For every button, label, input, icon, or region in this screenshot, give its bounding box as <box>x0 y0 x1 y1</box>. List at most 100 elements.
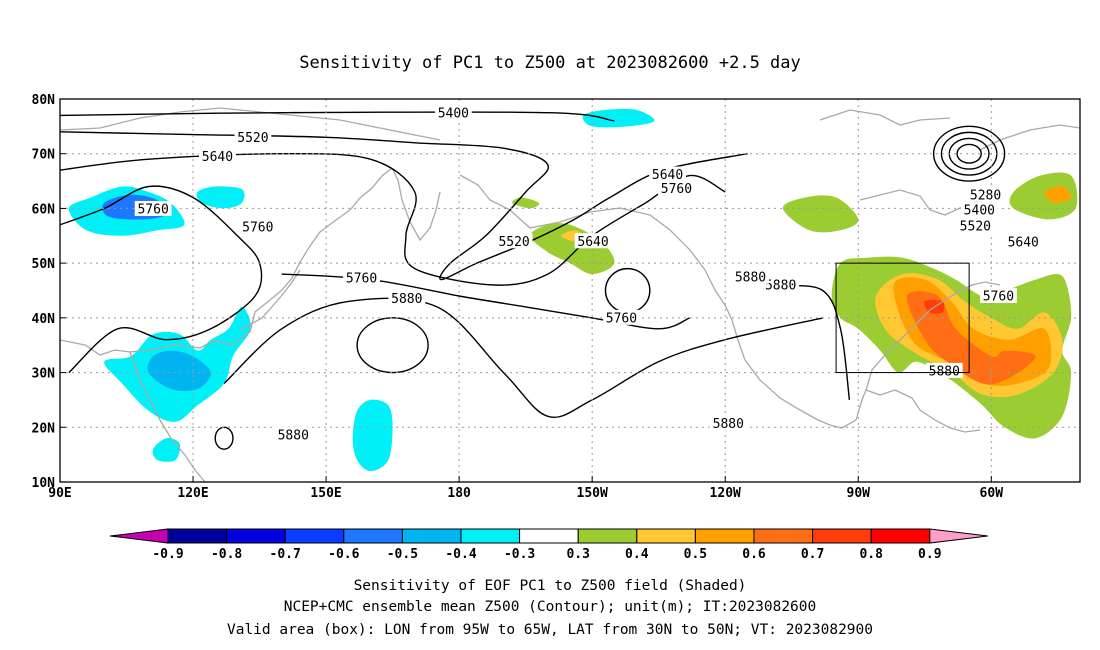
contour-label-extra-6-bg <box>732 268 769 284</box>
contour-label-extra-1-bg <box>495 233 533 249</box>
coastline-east-asia <box>60 167 393 356</box>
closed-contour-5880-3 <box>214 426 234 450</box>
y-tick-label-2: 30N <box>32 367 56 382</box>
coastline-arctic-asia <box>60 107 441 141</box>
colorbar-segment-10 <box>753 528 814 544</box>
chart-title: Sensitivity of PC1 to Z500 at 2023082600… <box>299 53 801 73</box>
contour-label-extra-9: 5280 <box>970 188 1001 203</box>
colorbar-label-11: 0.7 <box>801 547 824 562</box>
colorbar-segment-0 <box>167 528 228 544</box>
colorbar-label-5: -0.4 <box>445 547 476 562</box>
x-tick-label-6: 90W <box>847 486 871 501</box>
contour-label-6-bg <box>762 277 800 293</box>
colorbar-label-3: -0.6 <box>328 547 359 562</box>
closed-contour-5280-0 <box>932 125 1006 182</box>
colorbar-segment-3 <box>343 528 403 544</box>
contour-label-1: 5520 <box>237 131 268 146</box>
colorbar-segment-7 <box>577 528 638 544</box>
contour-label-5: 5880 <box>391 292 422 307</box>
sensitivity-region-7 <box>582 108 655 128</box>
contour-label-2-bg <box>199 148 236 164</box>
contour-label-extra-0-bg <box>239 219 277 235</box>
y-tick-label-7: 80N <box>32 93 56 108</box>
contour-label-0-bg <box>434 105 472 121</box>
coastline-arctic-islands <box>819 109 951 126</box>
x-tick-label-3: 180 <box>447 486 471 501</box>
contour-label-extra-5: 5760 <box>661 182 692 197</box>
colorbar-segment-8 <box>636 528 696 544</box>
contour-label-extra-2-bg <box>574 233 612 249</box>
contour-label-extra-9-bg <box>967 186 1004 202</box>
contour-label-extra-7: 5880 <box>713 417 744 432</box>
colorbar-label-1: -0.8 <box>211 547 242 562</box>
contour-label-extra-13-bg <box>980 287 1017 303</box>
contour-label-extra-12: 5640 <box>1008 235 1039 250</box>
contour-label-extra-6: 5880 <box>735 270 766 285</box>
contour-5520-1 <box>60 131 748 281</box>
colorbar-segment-5 <box>460 528 521 544</box>
contour-label-extra-8-bg <box>274 426 312 442</box>
contour-label-extra-3: 5760 <box>606 311 637 326</box>
contour-label-extra-14-bg <box>925 362 963 378</box>
x-tick-label-4: 150W <box>577 486 608 501</box>
y-tick-label-1: 20N <box>32 421 56 436</box>
y-tick-label-4: 50N <box>32 257 56 272</box>
sensitivity-region-6 <box>352 399 393 472</box>
colorbar-label-13: 0.9 <box>918 547 941 562</box>
contour-label-extra-1: 5520 <box>498 235 529 250</box>
colorbar-over-triangle <box>929 528 988 544</box>
contour-label-extra-14: 5880 <box>929 364 960 379</box>
map-plot-area: 5400 5520 5640 5760 5760 5880 5880 5760 5520 5640… <box>32 93 1081 501</box>
valid-area-box <box>835 262 970 374</box>
colorbar-label-7: 0.3 <box>566 547 589 562</box>
colorbar-segment-12 <box>870 528 931 544</box>
colorbar-segment-11 <box>812 528 872 544</box>
coastline-alaska <box>459 174 867 429</box>
contour-label-extra-3-bg <box>603 309 640 325</box>
colorbar-label-4: -0.5 <box>387 547 418 562</box>
x-tick-label-5: 120W <box>710 486 741 501</box>
closed-contour-5880-2 <box>356 317 429 374</box>
coastline-gulf <box>865 389 981 433</box>
colorbar-segment-4 <box>401 528 462 544</box>
colorbar-label-6: -0.3 <box>504 547 535 562</box>
contour-label-4-bg <box>343 269 380 285</box>
contour-label-extra-12-bg <box>1004 233 1042 249</box>
contour-label-extra-8: 5880 <box>278 428 309 443</box>
contour-label-4: 5760 <box>346 271 377 286</box>
contour-5400-0 <box>60 111 615 122</box>
contour-label-extra-0: 5760 <box>242 221 273 236</box>
contour-5640-2 <box>60 152 726 286</box>
x-tick-label-7: 60W <box>980 486 1004 501</box>
colorbar-label-10: 0.6 <box>742 547 766 562</box>
coastline-north-america-east <box>865 281 1001 391</box>
caption-shaded: Sensitivity of EOF PC1 to Z500 field (Sh… <box>354 578 747 594</box>
colorbar-segment-9 <box>694 528 755 544</box>
contour-label-extra-7-bg <box>709 415 747 431</box>
colorbar-label-2: -0.7 <box>270 547 301 562</box>
contour-label-extra-10-bg <box>960 202 998 218</box>
colorbar-segment-6 <box>519 528 579 544</box>
sensitivity-region-4 <box>147 350 211 392</box>
coastline-southeast-asia <box>129 351 206 482</box>
colorbar-label-9: 0.5 <box>684 547 707 562</box>
map-frame <box>59 98 1081 483</box>
colorbar-segment-1 <box>226 528 286 544</box>
contour-label-3: 5760 <box>137 202 168 217</box>
colorbar-segment-2 <box>284 528 345 544</box>
contour-label-extra-13: 5760 <box>983 289 1014 304</box>
contour-label-0: 5400 <box>438 107 469 122</box>
coastline-japan <box>239 269 301 331</box>
closed-contour-inner-3 <box>956 143 982 164</box>
y-tick-label-6: 70N <box>32 148 56 163</box>
contour-label-extra-2: 5640 <box>577 235 608 250</box>
contour-label-extra-4-bg <box>649 166 686 182</box>
contour-label-extra-10: 5400 <box>964 204 995 219</box>
x-tick-label-2: 150E <box>310 486 341 501</box>
colorbar-label-12: 0.8 <box>859 547 883 562</box>
colorbar: -0.9 -0.8 -0.7 -0.6 -0.5 -0.4 -0.3 0.3 0.4 0.5 0.6… <box>109 528 988 562</box>
colorbar-under-triangle <box>109 528 169 544</box>
caption-valid-area: Valid area (box): LON from 95W to 65W, L… <box>227 622 873 638</box>
y-tick-label-3: 40N <box>32 312 56 327</box>
